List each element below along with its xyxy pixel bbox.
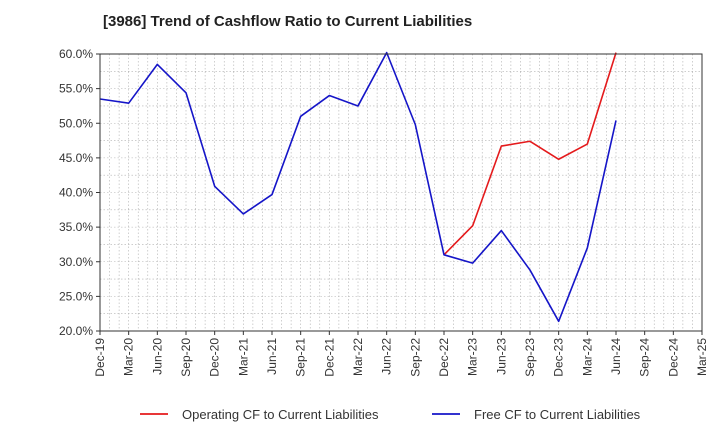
x-tick-label: Dec-19 [93,338,107,377]
x-axis: Dec-19 Mar-20 Jun-20 Sep-20 Dec-20 Mar-21 Jun-… [93,331,709,377]
series-line-operating-cf [443,52,617,256]
y-tick-label: 40.0% [59,186,93,200]
y-tick-label: 45.0% [59,151,93,165]
x-tick-label: Dec-23 [552,338,566,377]
legend-item-operating-cf: Operating CF to Current Liabilities [140,407,379,422]
legend: Operating CF to Current Liabilities Free … [140,407,641,422]
x-tick-label: Jun-22 [380,338,394,375]
chart-title: [3986] Trend of Cashflow Ratio to Curren… [103,13,473,30]
x-tick-label: Mar-24 [580,338,594,376]
x-tick-label: Mar-20 [122,338,136,376]
x-tick-label: Jun-20 [150,338,164,375]
x-tick-label: Sep-23 [523,338,537,377]
x-tick-label: Mar-23 [466,338,480,376]
x-tick-label: Sep-24 [638,338,652,377]
legend-item-free-cf: Free CF to Current Liabilities [432,407,641,422]
x-tick-label: Sep-20 [179,338,193,377]
y-axis: 20.0% 25.0% 30.0% 35.0% 40.0% 45.0% 50.0% 55.0%… [59,47,100,338]
legend-label: Free CF to Current Liabilities [474,407,641,422]
series-line-free-cf [99,51,617,323]
x-tick-label: Dec-22 [437,338,451,377]
x-tick-label: Jun-23 [494,338,508,375]
y-tick-label: 35.0% [59,220,93,234]
x-tick-label: Sep-22 [408,338,422,377]
x-tick-label: Dec-20 [208,338,222,377]
x-tick-label: Jun-21 [265,338,279,375]
y-tick-label: 20.0% [59,324,93,338]
x-tick-label: Jun-24 [609,338,623,375]
grid-lines [100,54,702,331]
y-tick-label: 55.0% [59,82,93,96]
x-tick-label: Mar-25 [695,338,709,376]
y-tick-label: 25.0% [59,289,93,303]
legend-label: Operating CF to Current Liabilities [182,407,379,422]
x-tick-label: Dec-24 [666,338,680,377]
x-tick-label: Sep-21 [294,338,308,377]
x-tick-label: Dec-21 [322,338,336,377]
series-lines [99,51,617,323]
y-tick-label: 30.0% [59,255,93,269]
y-tick-label: 60.0% [59,47,93,61]
x-tick-label: Mar-21 [236,338,250,376]
x-tick-label: Mar-22 [351,338,365,376]
y-tick-label: 50.0% [59,116,93,130]
